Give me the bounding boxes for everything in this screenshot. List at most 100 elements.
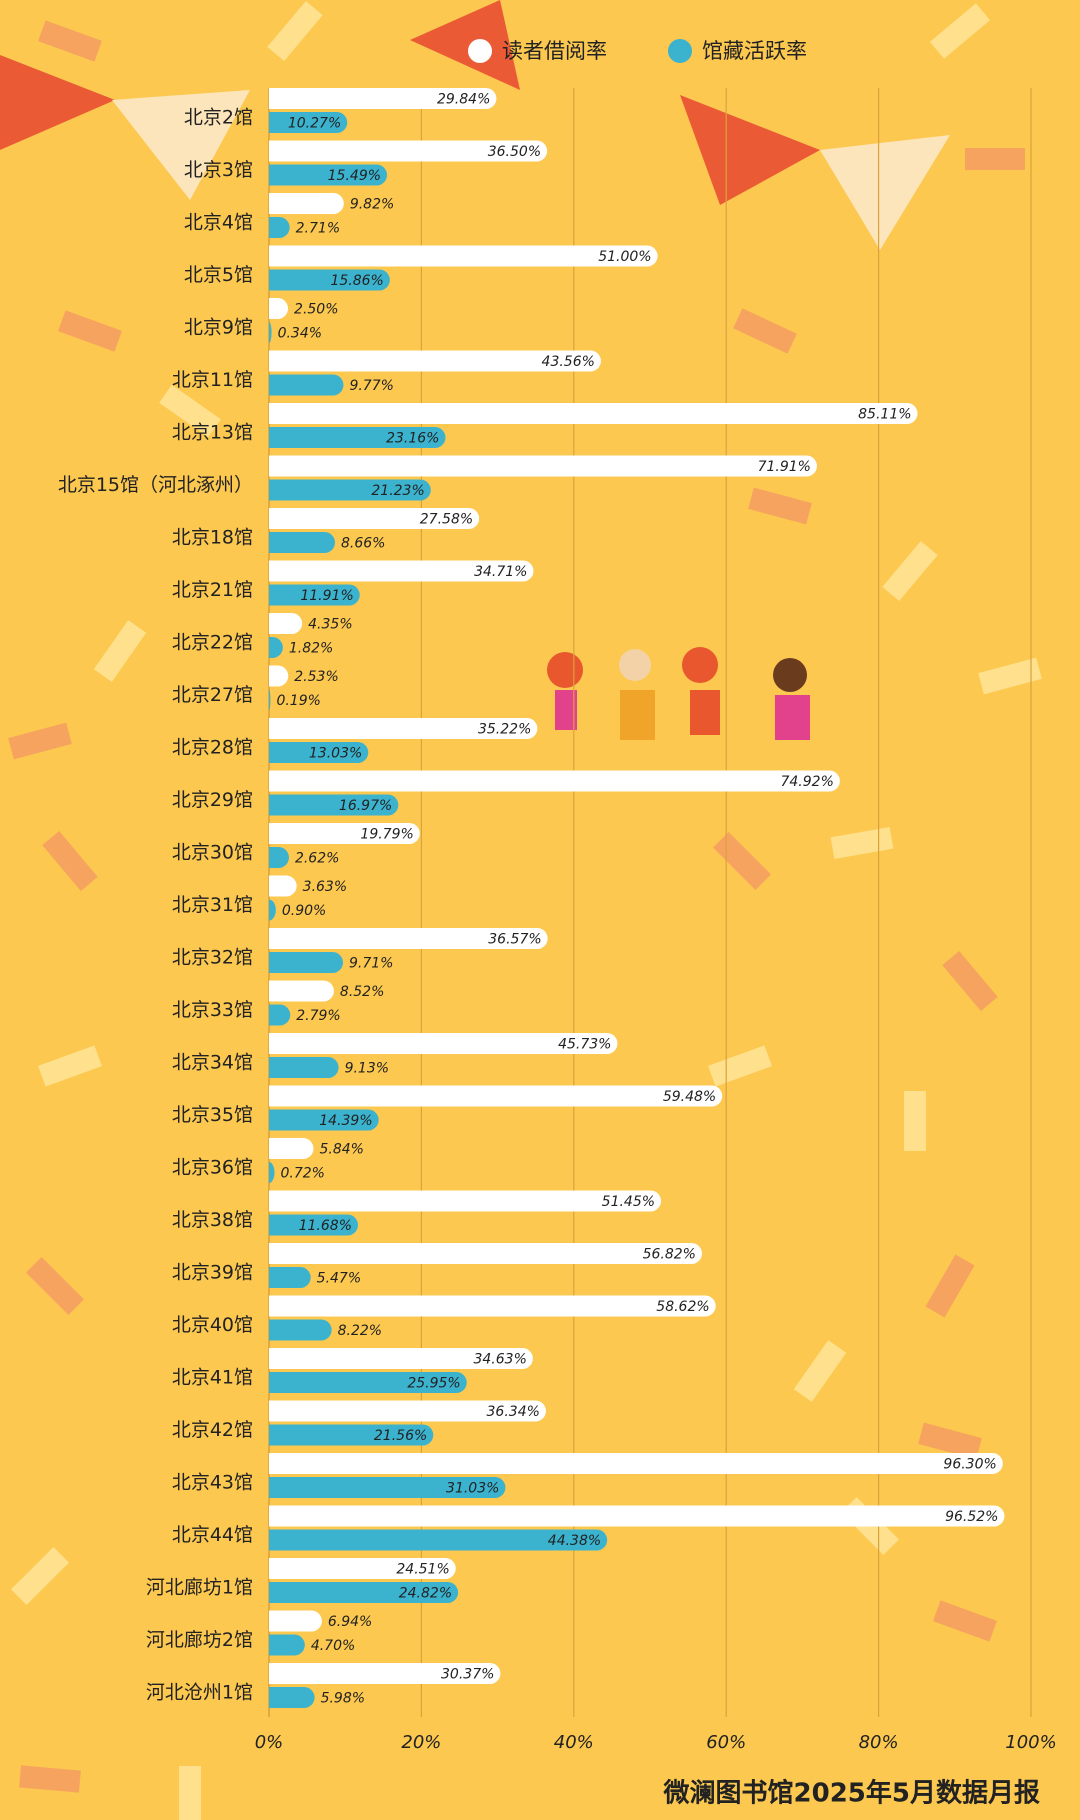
value-label: 9.77% (349, 378, 393, 394)
value-label: 59.48% (663, 1089, 716, 1105)
legend-marker (468, 39, 492, 63)
confetti (38, 1045, 102, 1087)
bar (269, 1610, 322, 1632)
bar (269, 794, 399, 816)
bar (269, 1505, 1005, 1527)
category-label: 北京44馆 (172, 1524, 253, 1546)
bar (269, 1243, 702, 1264)
bars: 北京2馆 29.84% 10.27% 北京3馆 36.50% 15.49% 北京4馆 9.82… (58, 88, 1005, 1708)
decorations (0, 0, 1042, 1820)
bar (269, 875, 297, 897)
value-label: 8.22% (338, 1323, 382, 1339)
bar (269, 1634, 305, 1656)
pennant (0, 55, 115, 150)
bar (269, 1267, 311, 1288)
bar (269, 479, 431, 501)
category-label: 北京42馆 (172, 1419, 253, 1441)
value-label: 10.27% (288, 116, 341, 132)
bar (269, 269, 390, 291)
bar (269, 952, 343, 973)
bar (269, 689, 271, 711)
value-label: 0.19% (276, 693, 320, 709)
value-label: 11.91% (300, 588, 353, 604)
value-label: 36.50% (488, 144, 541, 160)
bar (269, 164, 388, 186)
bar (269, 584, 360, 606)
bar (269, 1582, 459, 1603)
value-label: 24.82% (399, 1586, 452, 1602)
confetti (748, 487, 812, 525)
bar (269, 770, 840, 792)
category-label: 北京4馆 (184, 212, 253, 234)
category-label: 北京9馆 (184, 317, 253, 339)
value-label: 1.82% (289, 641, 333, 657)
value-label: 2.79% (296, 1008, 340, 1024)
x-tick-label: 100% (1005, 1732, 1056, 1753)
bar (269, 980, 334, 1002)
confetti (159, 384, 221, 438)
confetti (882, 540, 938, 602)
category-label: 北京30馆 (172, 842, 253, 864)
bar (269, 928, 548, 949)
confetti (965, 148, 1025, 170)
value-label: 8.66% (341, 536, 385, 552)
value-label: 44.38% (548, 1533, 601, 1549)
x-tick-label: 80% (859, 1732, 899, 1753)
value-label: 5.84% (320, 1142, 364, 1158)
confetti (267, 0, 323, 62)
bar (269, 298, 289, 319)
bar (269, 1033, 618, 1054)
confetti (733, 308, 797, 354)
category-label: 北京36馆 (172, 1157, 253, 1179)
value-label: 27.58% (420, 512, 473, 528)
bar (269, 193, 344, 214)
confetti (918, 1422, 982, 1460)
bar (269, 1400, 546, 1422)
confetti (38, 20, 102, 62)
value-label: 4.35% (308, 617, 352, 633)
value-label: 36.57% (488, 932, 541, 948)
value-label: 5.98% (321, 1691, 365, 1707)
pennant (112, 90, 250, 200)
value-label: 51.45% (602, 1194, 655, 1210)
bar (269, 508, 480, 529)
legend-label: 馆藏活跃率 (702, 39, 807, 63)
category-label: 北京27馆 (172, 684, 253, 706)
value-label: 2.53% (294, 669, 338, 685)
bar (269, 718, 538, 739)
value-label: 9.13% (345, 1061, 389, 1077)
value-label: 11.68% (299, 1218, 352, 1234)
category-label: 河北沧州1馆 (146, 1682, 253, 1704)
category-label: 北京41馆 (172, 1367, 253, 1389)
value-label: 9.71% (349, 956, 393, 972)
bar (269, 140, 548, 162)
confetti (58, 310, 122, 352)
bar (269, 245, 658, 267)
bar (269, 112, 348, 133)
bar (269, 1138, 314, 1159)
x-tick-label: 60% (706, 1732, 746, 1753)
confetti (933, 1600, 997, 1642)
value-label: 51.00% (598, 249, 651, 265)
bar (269, 88, 497, 109)
bar (269, 1085, 723, 1107)
bar (269, 1109, 379, 1131)
bar (269, 1529, 608, 1551)
value-label: 2.71% (296, 221, 340, 237)
legend-marker (668, 39, 692, 63)
bar (269, 1319, 332, 1341)
category-label: 北京35馆 (172, 1104, 253, 1126)
bar (269, 1295, 716, 1317)
value-label: 2.62% (295, 851, 339, 867)
value-label: 13.03% (309, 746, 362, 762)
footer-title: 微澜图书馆2025年5月数据月报 (663, 1778, 1040, 1809)
value-label: 34.63% (473, 1352, 526, 1368)
category-label: 北京34馆 (172, 1052, 253, 1074)
value-label: 5.47% (317, 1271, 361, 1287)
value-label: 8.52% (340, 984, 384, 1000)
category-label: 北京32馆 (172, 947, 253, 969)
value-label: 23.16% (386, 431, 439, 447)
bar (269, 403, 918, 424)
bar (269, 1453, 1003, 1474)
confetti (929, 3, 991, 59)
